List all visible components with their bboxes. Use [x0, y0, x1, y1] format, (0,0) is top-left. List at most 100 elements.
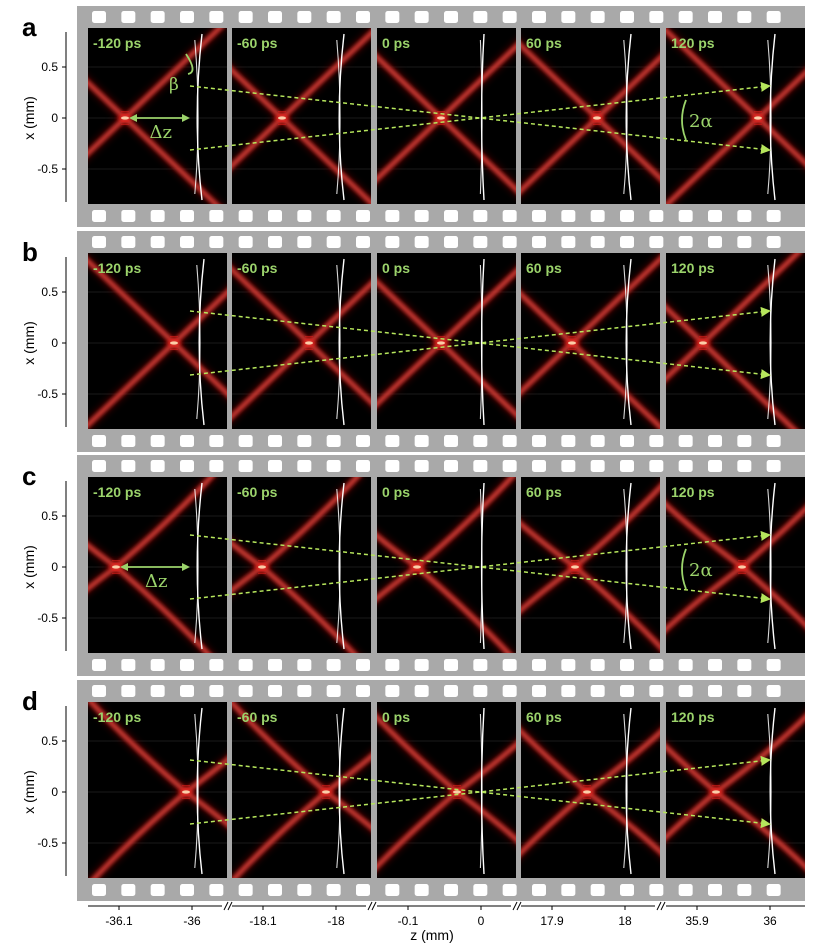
sprocket-hole-top	[649, 236, 664, 248]
sprocket-hole-top	[473, 236, 488, 248]
sprocket-hole-top	[737, 236, 752, 248]
time-label: -60 ps	[237, 260, 278, 276]
sprocket-hole-top	[590, 11, 605, 23]
beam-arm	[521, 342, 573, 393]
beam-arm	[741, 566, 805, 626]
sprocket-hole-top	[590, 685, 605, 697]
sprocket-hole-bottom	[532, 435, 546, 447]
beam-arm	[440, 45, 516, 119]
y-tick-label: 0.5	[41, 60, 58, 74]
sprocket-hole-bottom	[268, 884, 282, 896]
beam-arm	[233, 791, 327, 878]
beam-arm	[521, 566, 576, 611]
frame-content	[666, 28, 805, 204]
sprocket-hole-top	[532, 685, 546, 697]
sprocket-hole-top	[766, 236, 781, 248]
axis-break	[516, 901, 522, 911]
lens-curve-left	[769, 482, 776, 650]
beam-arm	[521, 44, 598, 119]
sprocket-hole-top	[180, 460, 194, 472]
sprocket-hole-top	[238, 11, 253, 23]
time-label: -120 ps	[93, 260, 141, 276]
lens-curve-left	[196, 33, 203, 201]
lens-curve-right	[623, 39, 628, 195]
frame-a-3: 60 ps	[521, 28, 660, 204]
sprocket-hole-top	[532, 11, 546, 23]
time-label: 0 ps	[382, 484, 410, 500]
sprocket-hole-top	[209, 460, 224, 472]
sprocket-hole-top	[238, 685, 253, 697]
guide-line-down	[189, 85, 771, 155]
sprocket-hole-top	[708, 11, 722, 23]
time-label: 60 ps	[526, 260, 562, 276]
sprocket-hole-bottom	[737, 210, 752, 222]
sprocket-hole-bottom	[649, 210, 664, 222]
lens-curve-left	[625, 258, 632, 426]
sprocket-hole-top	[532, 236, 546, 248]
lens-curve-right	[623, 264, 628, 420]
sprocket-hole-bottom	[473, 435, 488, 447]
sprocket-hole-bottom	[444, 435, 458, 447]
sprocket-hole-top	[502, 460, 517, 472]
beam-arm	[232, 117, 283, 167]
sprocket-hole-bottom	[297, 884, 312, 896]
sprocket-hole-bottom	[502, 435, 517, 447]
lens-curve-left	[338, 258, 345, 426]
sprocket-hole-bottom	[268, 210, 282, 222]
frame-a-1: -60 ps	[232, 28, 371, 204]
sprocket-hole-top	[356, 460, 370, 472]
sprocket-hole-top	[473, 460, 488, 472]
sprocket-hole-top	[444, 685, 458, 697]
lens-curve-right	[479, 713, 483, 869]
frame-c-4: 120 ps	[666, 477, 805, 653]
focal-spot	[593, 116, 601, 120]
beam-arm	[416, 477, 514, 568]
panel-a: a -120 ps -60 ps 0 ps 60 ps 120 ps β Δz 2α	[22, 6, 805, 227]
guide-line-down	[189, 534, 771, 604]
sprocket-hole-bottom	[561, 884, 576, 896]
dz-arrowhead-right	[182, 563, 190, 571]
beam-arm	[666, 566, 743, 631]
time-label: 60 ps	[526, 484, 562, 500]
beam-arm	[308, 282, 371, 344]
beam-arm	[93, 791, 187, 878]
frame-a-4: 120 ps	[666, 28, 805, 204]
sprocket-hole-top	[385, 236, 400, 248]
sprocket-hole-top	[150, 11, 165, 23]
sprocket-hole-top	[766, 460, 781, 472]
guide-line-down	[189, 759, 771, 829]
time-label: 0 ps	[382, 709, 410, 725]
sprocket-hole-bottom	[620, 884, 634, 896]
guide-line-down	[189, 310, 771, 380]
sprocket-hole-bottom	[502, 884, 517, 896]
frame-content	[232, 28, 371, 204]
lens-curve-left	[196, 707, 203, 875]
sprocket-hole-bottom	[238, 435, 253, 447]
sprocket-hole-bottom	[297, 435, 312, 447]
frame-content	[377, 477, 516, 653]
sprocket-hole-bottom	[92, 435, 106, 447]
beam-arm	[666, 306, 704, 344]
axis-break	[367, 901, 373, 911]
dashed-guides	[189, 306, 771, 380]
focal-spot	[112, 565, 120, 569]
beam-arm	[456, 743, 516, 793]
panel-letter: d	[22, 686, 38, 716]
x-tick-label: 0	[478, 914, 485, 928]
sprocket-hole-top	[121, 236, 136, 248]
time-label: 0 ps	[382, 260, 410, 276]
sprocket-hole-top	[121, 460, 136, 472]
sprocket-hole-top	[620, 460, 634, 472]
y-axis-label: x (mm)	[21, 96, 37, 140]
sprocket-hole-top	[150, 685, 165, 697]
lens-curve-right	[194, 713, 199, 869]
beam-arm	[88, 260, 175, 344]
lens-curve-right	[767, 488, 772, 644]
lens-curve-left	[625, 482, 632, 650]
y-tick-label: 0	[51, 560, 58, 574]
beam-arm	[232, 566, 263, 591]
sprocket-hole-bottom	[356, 210, 370, 222]
focal-spot	[322, 790, 330, 794]
focal-spot	[571, 565, 579, 569]
